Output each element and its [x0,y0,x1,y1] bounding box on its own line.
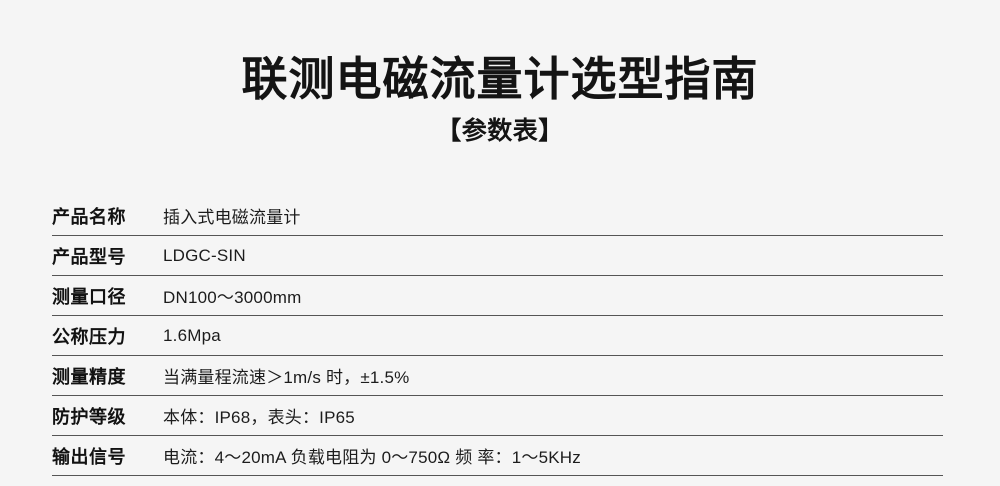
spec-value: 插入式电磁流量计 [163,208,301,227]
spec-value: 电流：4～20mA 负载电阻为 0～750Ω 频 率：1～5KHz [163,448,581,467]
page-subtitle: 【参数表】 [436,117,564,145]
spec-table: 产品名称 插入式电磁流量计 产品型号 LDGC-SIN 测量口径 DN100～3… [52,196,943,476]
table-row: 输出信号 电流：4～20mA 负载电阻为 0～750Ω 频 率：1～5KHz [52,436,943,476]
table-row: 产品名称 插入式电磁流量计 [52,196,943,236]
spec-label: 产品型号 [52,246,126,267]
spec-label: 防护等级 [52,406,126,427]
spec-label: 公称压力 [52,326,126,347]
page-title: 联测电磁流量计选型指南 [241,53,759,105]
page-header: 联测电磁流量计选型指南 【参数表】 [0,0,1000,146]
table-row: 产品型号 LDGC-SIN [52,236,943,276]
spec-label: 输出信号 [52,446,126,467]
table-row: 公称压力 1.6Mpa [52,316,943,356]
spec-value: 1.6Mpa [163,325,221,345]
spec-label: 产品名称 [52,206,126,227]
table-row: 防护等级 本体：IP68，表头：IP65 [52,396,943,436]
spec-value: 本体：IP68，表头：IP65 [163,408,355,427]
spec-label: 测量精度 [52,366,126,387]
spec-value: DN100～3000mm [163,288,302,307]
table-row: 测量精度 当满量程流速＞1m/s 时，±1.5% [52,356,943,396]
spec-value: 当满量程流速＞1m/s 时，±1.5% [163,368,410,387]
spec-value: LDGC-SIN [163,245,246,265]
spec-label: 测量口径 [52,286,126,307]
table-row: 测量口径 DN100～3000mm [52,276,943,316]
